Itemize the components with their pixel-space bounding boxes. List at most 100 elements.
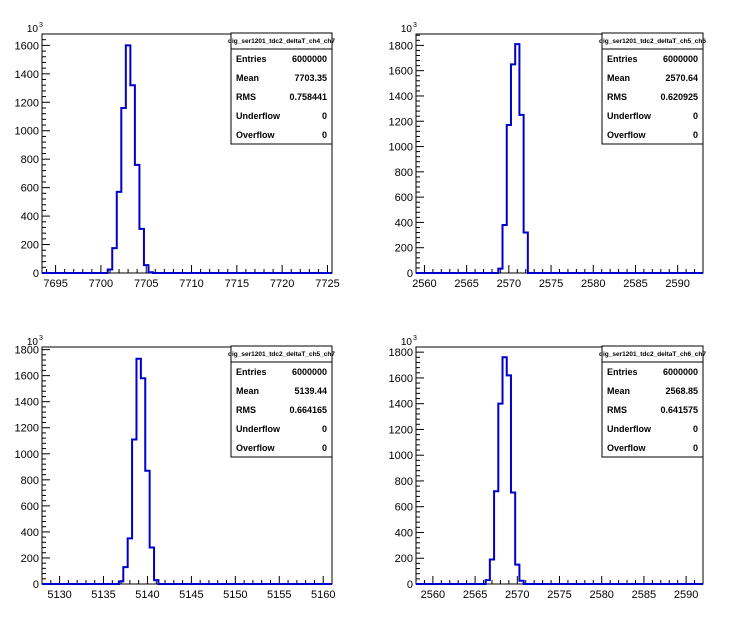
stats-key: Entries [607,54,638,64]
y-tick-label: 0 [407,579,413,591]
stats-value: 0 [322,111,327,121]
y-tick-label: 400 [395,527,413,539]
x-tick-label: 7710 [179,278,203,290]
x-tick-label: 2565 [463,589,487,601]
stats-box-frame [601,345,704,458]
stats-box: dig_ser1201_tdc2_deltaT_ch4_ch7 Entries 60… [228,32,335,145]
x-tick-label: 7700 [89,278,113,290]
stats-box: dig_ser1201_tdc2_deltaT_ch5_ch7 Entries 60… [228,345,335,458]
x-tick-label: 2590 [665,278,689,290]
stats-value: 6000000 [292,367,327,377]
stats-key: Mean [236,73,259,83]
x-tick-label: 5140 [135,589,159,601]
x-tick-label: 2560 [412,278,436,290]
y-tick-label: 1200 [15,97,39,109]
x-tick-label: 2565 [454,278,478,290]
y-tick-label: 1600 [389,66,413,78]
stats-key: Underflow [236,111,281,121]
stats-title: dig_ser1201_tdc2_deltaT_ch5_ch7 [228,351,335,358]
stats-key: Overflow [607,130,647,140]
x-tick-label: 2580 [589,589,613,601]
stats-key: RMS [236,405,256,415]
stats-value: 0 [693,424,698,434]
stats-key: Entries [607,367,638,377]
x-tick-label: 2570 [505,589,529,601]
y-tick-label: 1000 [15,449,39,461]
y-tick-label: 1800 [15,345,39,357]
y-tick-label: 1400 [389,399,413,411]
y-exponent-power: 3 [413,335,417,342]
y-tick-label: 1800 [389,347,413,359]
x-tick-label: 5130 [47,589,71,601]
stats-key: Entries [236,54,267,64]
y-tick-label: 1600 [15,371,39,383]
stats-key: Mean [236,386,259,396]
stats-key: RMS [607,405,627,415]
x-tick-label: 7725 [315,278,339,290]
y-exponent-power: 3 [39,335,43,342]
stats-key: Underflow [607,424,652,434]
x-tick-label: 5160 [311,589,335,601]
stats-value: 0 [322,130,327,140]
stats-title: dig_ser1201_tdc2_deltaT_ch4_ch7 [228,38,335,45]
stats-value: 6000000 [663,54,698,64]
stats-value: 0.664165 [289,405,327,415]
y-tick-label: 200 [21,553,39,565]
x-tick-label: 7715 [225,278,249,290]
y-exponent-base: 10 [401,337,413,348]
y-tick-label: 600 [395,192,413,204]
y-tick-label: 0 [33,268,39,280]
y-tick-label: 800 [21,475,39,487]
stats-title: dig_ser1201_tdc2_deltaT_ch6_ch7 [599,351,706,358]
x-tick-label: 2560 [421,589,445,601]
x-tick-label: 2580 [581,278,605,290]
x-tick-label: 2570 [497,278,521,290]
y-tick-label: 0 [33,579,39,591]
y-tick-label: 1600 [15,40,39,52]
y-tick-label: 1400 [15,397,39,409]
y-tick-label: 200 [395,243,413,255]
x-tick-label: 2575 [539,278,563,290]
histogram-line [416,356,703,585]
stats-value: 6000000 [292,54,327,64]
stats-value: 0 [693,443,698,453]
stats-key: Underflow [236,424,281,434]
y-exponent-base: 10 [401,24,413,35]
y-tick-label: 600 [21,501,39,513]
stats-key: Mean [607,386,630,396]
stats-key: Overflow [607,443,647,453]
y-tick-label: 400 [21,527,39,539]
x-tick-label: 7705 [134,278,158,290]
stats-value: 7703.35 [294,73,327,83]
stats-value: 0 [693,130,698,140]
y-tick-label: 1200 [389,424,413,436]
x-tick-label: 5150 [223,589,247,601]
y-tick-label: 1000 [15,126,39,138]
x-tick-label: 2585 [632,589,656,601]
stats-value: 0.620925 [660,92,698,102]
y-tick-label: 600 [395,502,413,514]
x-tick-label: 5135 [91,589,115,601]
stats-key: RMS [236,92,256,102]
stats-value: 6000000 [663,367,698,377]
stats-key: Mean [607,73,630,83]
y-tick-label: 1800 [389,40,413,52]
y-tick-label: 400 [21,211,39,223]
stats-value: 0 [322,443,327,453]
stats-box: dig_ser1201_tdc2_deltaT_ch5_ch6 Entries 60… [599,32,706,145]
x-tick-label: 5145 [179,589,203,601]
stats-key: Entries [236,367,267,377]
x-tick-label: 2575 [547,589,571,601]
y-exponent-power: 3 [39,22,43,29]
y-tick-label: 600 [21,183,39,195]
y-tick-label: 800 [21,154,39,166]
stats-box-frame [601,32,704,145]
stats-box-frame [230,32,333,145]
stats-value: 2568.85 [665,386,698,396]
x-tick-label: 5155 [267,589,291,601]
x-tick-label: 2585 [623,278,647,290]
stats-value: 0 [693,111,698,121]
